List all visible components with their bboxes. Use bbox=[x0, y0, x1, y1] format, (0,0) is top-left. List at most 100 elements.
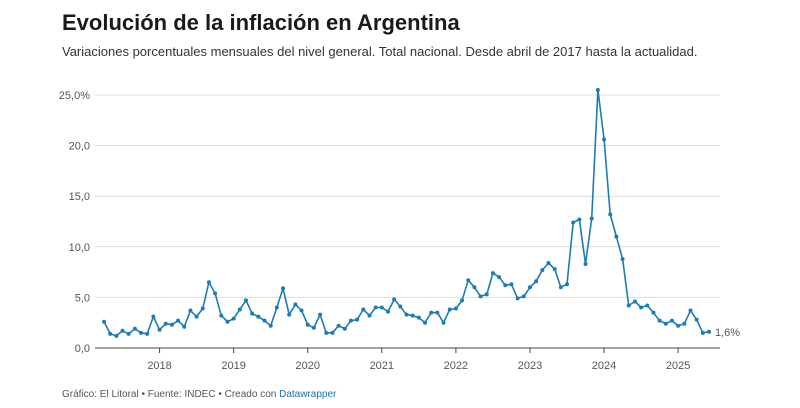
data-point bbox=[669, 318, 674, 323]
chart-footer: Gráfico: El Litoral • Fuente: INDEC • Cr… bbox=[62, 389, 336, 400]
data-point bbox=[163, 321, 168, 326]
data-point bbox=[694, 317, 699, 322]
data-point bbox=[169, 322, 174, 327]
data-point bbox=[577, 217, 582, 222]
data-point bbox=[324, 330, 329, 335]
data-point bbox=[348, 318, 353, 323]
x-tick-label: 2024 bbox=[592, 360, 616, 372]
data-point bbox=[490, 271, 495, 276]
data-point bbox=[361, 307, 366, 312]
data-point bbox=[268, 323, 273, 328]
data-point bbox=[250, 311, 255, 316]
data-point bbox=[404, 312, 409, 317]
data-point bbox=[188, 308, 193, 313]
x-tick-label: 2022 bbox=[444, 360, 468, 372]
data-point bbox=[497, 275, 502, 280]
data-point bbox=[423, 320, 428, 325]
data-point bbox=[243, 298, 248, 303]
data-point bbox=[318, 312, 323, 317]
data-point bbox=[441, 320, 446, 325]
data-point bbox=[200, 306, 205, 311]
y-tick-label: 25,0% bbox=[59, 90, 90, 102]
data-point bbox=[176, 318, 181, 323]
data-point bbox=[342, 326, 347, 331]
data-point bbox=[287, 312, 292, 317]
data-point bbox=[583, 262, 588, 267]
data-point bbox=[602, 137, 607, 142]
data-point bbox=[614, 234, 619, 239]
data-point bbox=[478, 294, 483, 299]
data-point bbox=[237, 307, 242, 312]
data-point bbox=[565, 282, 570, 287]
data-point bbox=[546, 260, 551, 265]
x-tick-label: 2018 bbox=[147, 360, 171, 372]
data-point bbox=[102, 319, 106, 324]
data-point bbox=[120, 328, 125, 333]
data-point bbox=[645, 303, 650, 308]
data-point bbox=[139, 330, 144, 335]
last-value-label: 1,6% bbox=[715, 327, 740, 339]
data-point bbox=[299, 308, 304, 313]
x-tick-label: 2020 bbox=[295, 360, 319, 372]
data-point bbox=[707, 329, 711, 334]
y-tick-label: 10,0 bbox=[69, 242, 90, 254]
data-point bbox=[466, 278, 471, 283]
data-point bbox=[453, 306, 458, 311]
data-point bbox=[182, 324, 187, 329]
data-point bbox=[608, 212, 613, 217]
data-point bbox=[688, 308, 693, 313]
x-tick-label: 2025 bbox=[666, 360, 690, 372]
data-point bbox=[225, 319, 230, 324]
x-tick-label: 2023 bbox=[518, 360, 542, 372]
data-point bbox=[151, 314, 156, 319]
data-point bbox=[484, 292, 489, 297]
y-tick-label: 0,0 bbox=[75, 343, 90, 355]
data-point bbox=[534, 279, 539, 284]
data-point bbox=[206, 280, 211, 285]
data-point bbox=[657, 318, 662, 323]
data-point bbox=[398, 304, 403, 309]
data-point bbox=[460, 298, 465, 303]
data-point bbox=[157, 327, 162, 332]
datawrapper-link[interactable]: Datawrapper bbox=[279, 389, 337, 400]
data-point bbox=[663, 321, 668, 326]
data-point bbox=[213, 291, 218, 296]
data-point bbox=[367, 313, 372, 318]
chart-subtitle: Variaciones porcentuales mensuales del n… bbox=[62, 44, 698, 59]
data-point bbox=[416, 315, 421, 320]
y-tick-label: 20,0 bbox=[69, 141, 90, 153]
data-point bbox=[194, 314, 199, 319]
footer-credits: Gráfico: El Litoral • Fuente: INDEC • Cr… bbox=[62, 389, 280, 400]
data-point bbox=[682, 321, 687, 326]
data-point bbox=[145, 331, 150, 336]
data-point bbox=[126, 331, 131, 336]
data-point bbox=[429, 310, 434, 315]
data-point bbox=[114, 333, 119, 338]
data-point bbox=[620, 256, 625, 261]
data-point bbox=[262, 318, 267, 323]
data-point bbox=[132, 326, 137, 331]
data-point bbox=[639, 305, 644, 310]
data-point bbox=[472, 285, 477, 290]
data-point bbox=[379, 305, 384, 310]
data-point bbox=[700, 330, 705, 335]
x-tick-label: 2021 bbox=[370, 360, 394, 372]
data-point bbox=[558, 285, 563, 290]
data-point bbox=[515, 296, 520, 301]
data-point bbox=[256, 314, 261, 319]
data-point bbox=[330, 330, 335, 335]
chart-title: Evolución de la inflación en Argentina bbox=[62, 10, 460, 35]
inflation-line bbox=[103, 89, 710, 337]
data-point bbox=[626, 303, 631, 308]
data-point bbox=[392, 297, 397, 302]
data-point bbox=[219, 313, 224, 318]
data-point bbox=[305, 322, 310, 327]
x-tick-label: 2019 bbox=[221, 360, 245, 372]
data-point bbox=[447, 307, 452, 312]
data-point bbox=[355, 317, 360, 322]
data-point bbox=[410, 313, 415, 318]
data-point bbox=[589, 216, 594, 221]
data-point bbox=[281, 286, 286, 291]
data-point bbox=[676, 323, 681, 328]
